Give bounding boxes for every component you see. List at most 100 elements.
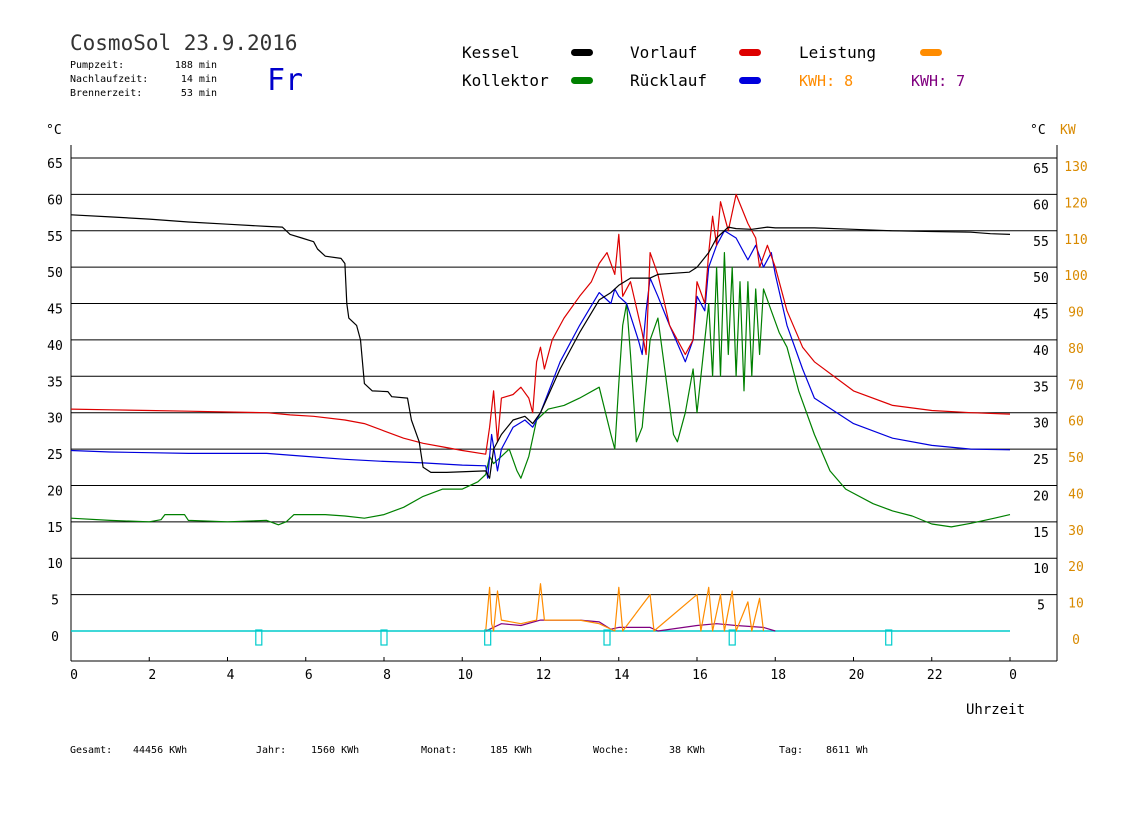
pump-marker	[603, 629, 611, 646]
footer-totals: Gesamt: 44456 KWh Jahr: 1560 KWh Monat: …	[70, 745, 868, 756]
x-tick-label: 22	[927, 668, 943, 683]
stat-pumpzeit-label: Pumpzeit:	[70, 60, 124, 71]
stat-brennerzeit-value: 53 min	[181, 88, 217, 99]
series-line-kollektor	[70, 252, 1011, 528]
kwh-orange-label: KWH: 8	[799, 72, 853, 90]
weekday-label: Fr	[267, 63, 303, 98]
footer-gesamt-label: Gesamt:	[70, 745, 112, 756]
y-right-c-tick-label: 20	[1033, 489, 1049, 504]
footer-jahr-label: Jahr:	[256, 745, 286, 756]
series-line-kessel	[70, 214, 1011, 479]
y-left-tick-label: 5	[51, 594, 59, 609]
legend-kollektor-label: Kollektor	[462, 71, 549, 90]
footer-tag-label: Tag:	[779, 745, 803, 756]
y-right-c-tick-label: 55	[1033, 235, 1049, 250]
pump-marker	[255, 629, 263, 646]
x-tick-label: 18	[770, 668, 786, 683]
x-tick-label: 14	[614, 668, 630, 683]
right-axis-unit-kw: KW	[1060, 123, 1076, 138]
footer-jahr-value: 1560 KWh	[311, 745, 359, 756]
y-left-tick-label: 45	[47, 303, 63, 318]
x-tick-label: 10	[457, 668, 473, 683]
y-left-tick-label: 55	[47, 230, 63, 245]
y-right-kw-tick-label: 0	[1072, 633, 1080, 648]
legend-vorlauf-label: Vorlauf	[630, 43, 697, 62]
y-right-kw-tick-label: 60	[1068, 415, 1084, 430]
y-right-c-tick-label: 35	[1033, 380, 1049, 395]
pump-marker	[484, 629, 492, 646]
y-right-kw-tick-label: 100	[1064, 269, 1087, 284]
y-right-c-tick-label: 25	[1033, 453, 1049, 468]
y-left-tick-label: 65	[47, 157, 63, 172]
footer-monat-label: Monat:	[421, 745, 457, 756]
y-right-c-tick-label: 65	[1033, 162, 1049, 177]
stat-pumpzeit-value: 188 min	[175, 60, 217, 71]
legend-kessel-swatch	[571, 49, 593, 56]
x-tick-label: 4	[227, 668, 235, 683]
pump-marker	[885, 629, 893, 646]
stat-nachlaufzeit-value: 14 min	[181, 74, 217, 85]
y-left-tick-label: 30	[47, 412, 63, 427]
y-right-kw-tick-label: 120	[1064, 196, 1087, 211]
stat-brennerzeit-label: Brennerzeit:	[70, 88, 142, 99]
footer-woche-label: Woche:	[593, 745, 629, 756]
y-right-c-tick-label: 5	[1037, 599, 1045, 614]
x-tick-label: 6	[305, 668, 313, 683]
y-right-kw-tick-label: 50	[1068, 451, 1084, 466]
y-left-tick-label: 15	[47, 521, 63, 536]
footer-woche-value: 38 KWh	[669, 745, 705, 756]
y-right-c-tick-label: 60	[1033, 198, 1049, 213]
legend-ruecklauf-swatch	[739, 77, 761, 84]
series-line-r-cklauf	[70, 230, 1011, 479]
legend-kollektor-swatch	[571, 77, 593, 84]
y-right-kw-tick-label: 110	[1064, 233, 1087, 248]
y-right-c-tick-label: 10	[1033, 562, 1049, 577]
x-tick-label: 8	[383, 668, 391, 683]
y-right-c-tick-label: 40	[1033, 344, 1049, 359]
y-right-c-tick-label: 30	[1033, 417, 1049, 432]
y-left-tick-label: 20	[47, 484, 63, 499]
footer-tag-value: 8611 Wh	[826, 745, 868, 756]
y-left-tick-label: 35	[47, 375, 63, 390]
y-left-tick-label: 10	[47, 557, 63, 572]
legend-ruecklauf-label: Rücklauf	[630, 71, 707, 90]
legend-leistung-label: Leistung	[799, 43, 876, 62]
y-right-c-tick-label: 50	[1033, 271, 1049, 286]
x-tick-label: 20	[849, 668, 865, 683]
footer-monat-value: 185 KWh	[490, 745, 532, 756]
tick-layer: 0 2 4 6 8 10 12 14 16 18 20 22 005101520253035404550…	[47, 157, 1088, 683]
x-tick-label: 16	[692, 668, 708, 683]
series-line-vorlauf	[70, 193, 1011, 455]
y-right-c-tick-label: 15	[1033, 526, 1049, 541]
x-axis-title: Uhrzeit	[966, 702, 1025, 718]
y-left-tick-label: 60	[47, 193, 63, 208]
left-axis-unit: °C	[46, 123, 62, 138]
y-left-tick-label: 25	[47, 448, 63, 463]
footer-gesamt-value: 44456 KWh	[133, 745, 187, 756]
y-left-tick-label: 50	[47, 266, 63, 281]
series-layer	[70, 193, 1011, 646]
y-right-kw-tick-label: 40	[1068, 487, 1084, 502]
x-tick-label: 0	[1009, 668, 1017, 683]
stat-nachlaufzeit-label: Nachlaufzeit:	[70, 74, 148, 85]
y-right-kw-tick-label: 70	[1068, 378, 1084, 393]
x-tick-label: 2	[148, 668, 156, 683]
legend: Kessel Kollektor Vorlauf Rücklauf Leistu…	[462, 43, 965, 90]
y-right-kw-tick-label: 20	[1068, 560, 1084, 575]
y-right-kw-tick-label: 90	[1068, 306, 1084, 321]
pump-marker	[380, 629, 388, 646]
y-right-kw-tick-label: 30	[1068, 524, 1084, 539]
y-right-kw-tick-label: 80	[1068, 342, 1084, 357]
x-tick-label: 0	[70, 668, 78, 683]
y-left-tick-label: 0	[51, 630, 59, 645]
y-right-kw-tick-label: 130	[1064, 160, 1087, 175]
y-right-kw-tick-label: 10	[1068, 597, 1084, 612]
axis-layer	[70, 145, 1058, 662]
legend-kessel-label: Kessel	[462, 43, 520, 62]
series-line-kwh-7	[485, 619, 776, 632]
series-line-leistung	[485, 583, 765, 632]
legend-vorlauf-swatch	[739, 49, 761, 56]
legend-leistung-swatch	[920, 49, 942, 56]
